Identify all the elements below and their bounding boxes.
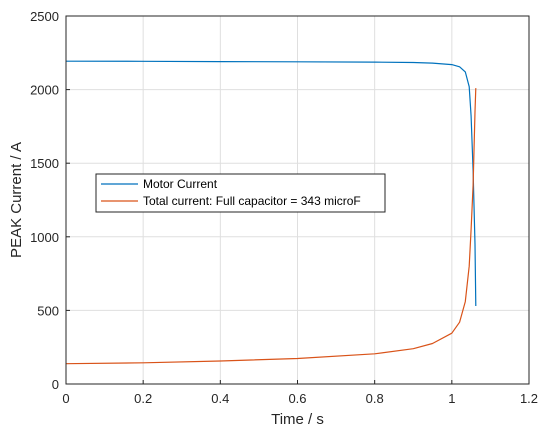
- x-tick-label: 1.2: [520, 391, 538, 406]
- x-tick-label: 0.6: [288, 391, 306, 406]
- x-axis-label: Time / s: [271, 411, 324, 428]
- y-tick-label: 0: [52, 377, 59, 392]
- x-tick-label: 0.4: [211, 391, 229, 406]
- ticks: [65, 15, 530, 385]
- legend-label-total-current: Total current: Full capacitor = 343 micr…: [143, 194, 361, 208]
- x-tick-labels: 0 0.2 0.4 0.6 0.8 1 1.2: [62, 391, 538, 406]
- motor-current-line: [65, 60, 477, 307]
- series-layer: [65, 60, 477, 365]
- y-axis-label: PEAK Current / A: [8, 142, 25, 258]
- y-tick-label: 500: [37, 303, 59, 318]
- legend-box: [95, 173, 386, 213]
- total-current-line: [65, 88, 477, 365]
- x-tick-label: 0: [62, 391, 69, 406]
- x-tick-label: 0.8: [366, 391, 384, 406]
- x-tick-label: 0.2: [134, 391, 152, 406]
- x-tick-label: 1: [448, 391, 455, 406]
- y-tick-label: 2500: [30, 9, 59, 24]
- legend-label-motor-current: Motor Current: [143, 177, 218, 191]
- legend: Motor Current Total current: Full capaci…: [95, 173, 386, 213]
- y-tick-label: 2000: [30, 83, 59, 98]
- y-tick-label: 1000: [30, 230, 59, 245]
- y-tick-labels: 0 500 1000 1500 2000 2500: [30, 9, 59, 392]
- y-tick-label: 1500: [30, 156, 59, 171]
